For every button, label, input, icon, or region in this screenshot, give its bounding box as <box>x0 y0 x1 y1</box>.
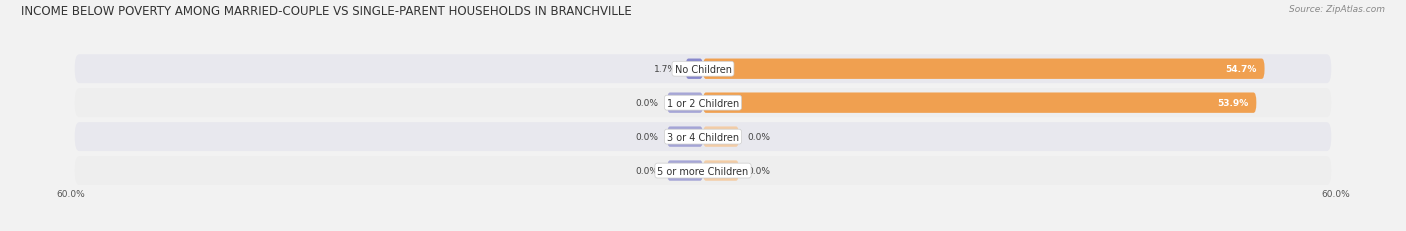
FancyBboxPatch shape <box>75 55 1331 84</box>
FancyBboxPatch shape <box>666 93 703 113</box>
Text: INCOME BELOW POVERTY AMONG MARRIED-COUPLE VS SINGLE-PARENT HOUSEHOLDS IN BRANCHV: INCOME BELOW POVERTY AMONG MARRIED-COUPL… <box>21 5 631 18</box>
Legend: Married Couples, Single Parents: Married Couples, Single Parents <box>602 229 804 231</box>
FancyBboxPatch shape <box>75 123 1331 151</box>
Text: 54.7%: 54.7% <box>1225 65 1257 74</box>
FancyBboxPatch shape <box>75 89 1331 118</box>
Text: 0.0%: 0.0% <box>747 166 770 175</box>
Text: 60.0%: 60.0% <box>1322 189 1350 198</box>
Text: 53.9%: 53.9% <box>1216 99 1249 108</box>
FancyBboxPatch shape <box>703 59 1264 79</box>
Text: 5 or more Children: 5 or more Children <box>658 166 748 176</box>
Text: 0.0%: 0.0% <box>636 166 659 175</box>
Text: 60.0%: 60.0% <box>56 189 84 198</box>
FancyBboxPatch shape <box>703 93 1257 113</box>
FancyBboxPatch shape <box>703 127 740 147</box>
Text: 1.7%: 1.7% <box>654 65 678 74</box>
Text: Source: ZipAtlas.com: Source: ZipAtlas.com <box>1289 5 1385 14</box>
Text: No Children: No Children <box>675 64 731 74</box>
FancyBboxPatch shape <box>75 156 1331 185</box>
FancyBboxPatch shape <box>703 161 740 181</box>
FancyBboxPatch shape <box>686 59 703 79</box>
Text: 3 or 4 Children: 3 or 4 Children <box>666 132 740 142</box>
Text: 0.0%: 0.0% <box>636 133 659 142</box>
Text: 0.0%: 0.0% <box>636 99 659 108</box>
Text: 0.0%: 0.0% <box>747 133 770 142</box>
Text: 1 or 2 Children: 1 or 2 Children <box>666 98 740 108</box>
FancyBboxPatch shape <box>666 161 703 181</box>
FancyBboxPatch shape <box>666 127 703 147</box>
